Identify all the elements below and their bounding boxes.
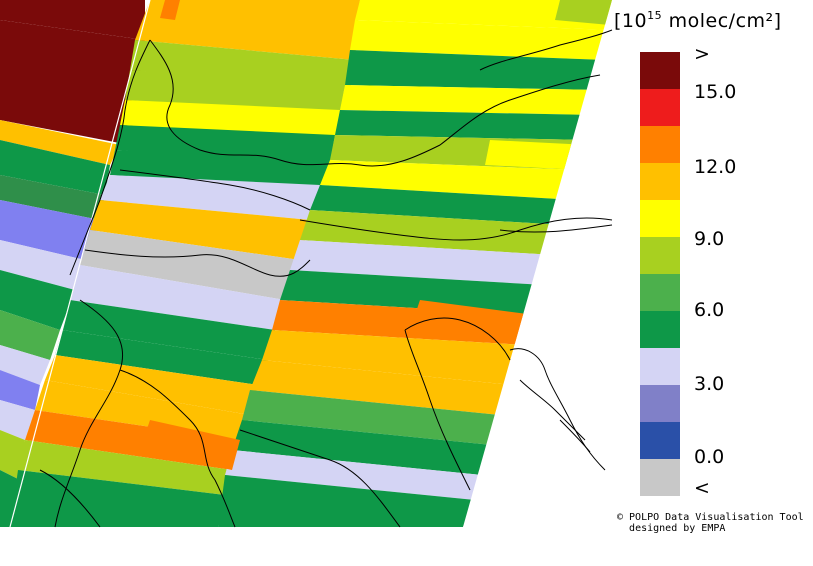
pixel-cell [0,370,40,410]
legend-color-block [640,311,680,348]
legend-unit-label: [1015 molec/cm²] [614,9,782,32]
pixel-cell [485,140,588,170]
pixel-cell [0,240,85,290]
pixel-cell [62,300,275,360]
pixel-cell [290,240,555,285]
legend-color-block [640,163,680,200]
swath-edge [9,0,151,528]
pixel-cell [130,40,355,90]
credit-line-1: © POLPO Data Visualisation Tool [617,512,804,523]
pixel-cell [0,270,75,330]
legend-tick-greater: > [694,43,710,65]
pixel-cell [350,20,612,60]
legend-tick-12: 12.0 [694,156,737,178]
pixel-cell [262,330,525,385]
legend-tick-3: 3.0 [694,373,725,395]
pixel-cell [70,265,285,330]
unit-exponent: 15 [647,9,663,22]
pixel-cell [0,175,105,220]
pixel-cell [0,0,145,40]
pixel-cell [232,420,492,475]
pixel-cell [110,150,330,190]
pixel-cell [45,355,258,415]
legend-color-block [640,89,680,126]
credit-text: © POLPO Data Visualisation Tool designed… [617,512,804,534]
pixel-cell [160,0,180,20]
pixel-cell [90,200,310,260]
legend-tick-15: 15.0 [694,81,737,103]
pixel-cell [242,390,500,445]
pixel-cell [18,440,232,495]
pixel-cell [0,400,35,440]
legend-color-block [640,200,680,237]
legend-tick-9: 9.0 [694,228,725,250]
pixel-cell [10,470,225,527]
legend-tick-less: < [694,477,710,499]
pixel-cell [55,330,268,385]
color-legend [640,52,680,496]
country-borders [39,29,613,528]
pixel-cell [310,185,575,225]
pixel-cell [35,380,250,440]
pixel-cell [250,360,512,415]
legend-color-block [640,237,680,274]
pixel-cell [280,270,545,315]
legend-color-block [640,274,680,311]
pixel-cell [0,120,120,165]
legend-tick-0: 0.0 [694,446,725,468]
pixel-cell [140,420,240,470]
pixel-cell [555,0,612,25]
legend-color-block [640,459,680,496]
pixel-cell [345,50,605,90]
pixel-cell [410,300,535,345]
pixel-cell [340,85,600,115]
data-swath [0,0,612,527]
legend-color-block [640,385,680,422]
credit-line-2: designed by EMPA [629,523,726,534]
legend-color-block [640,422,680,459]
pixel-cell [135,0,360,60]
pixel-cell [0,310,60,360]
unit-suffix: molec/cm²] [662,10,782,32]
pixel-cell [0,345,50,385]
legend-tick-6: 6.0 [694,299,725,321]
pixel-cell [218,475,475,527]
pixel-cell [0,470,20,527]
pixel-cell [0,20,145,145]
legend-color-block [640,348,680,385]
pixel-cell [0,140,110,195]
pixel-cell [120,100,340,140]
unit-prefix: [10 [614,10,648,32]
pixel-cell [300,210,565,255]
pixel-cell [225,450,482,500]
pixel-cell [80,230,300,300]
pixel-cell [320,160,582,200]
legend-color-block [640,52,680,89]
pixel-cell [115,125,335,165]
pixel-cell [100,175,320,220]
legend-color-block [640,126,680,163]
pixel-cell [0,200,100,260]
